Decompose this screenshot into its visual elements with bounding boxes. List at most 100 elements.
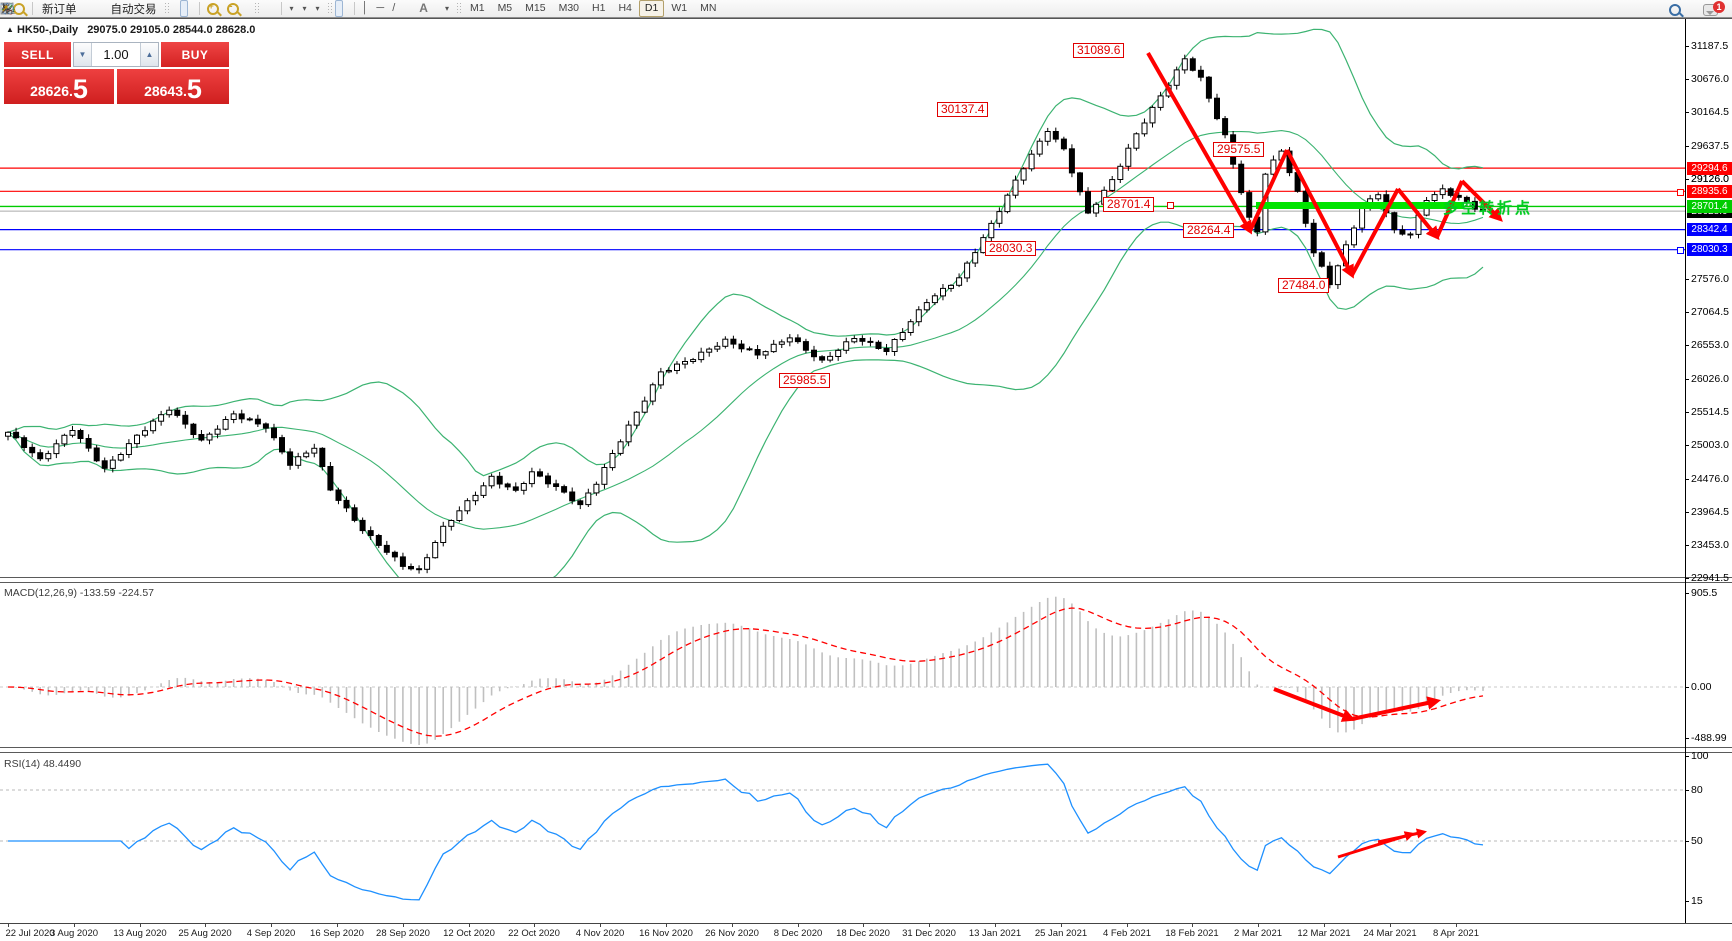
volume-spinner: ▼ 1.00 ▲: [73, 42, 159, 67]
price-annotation-label[interactable]: 25985.5: [779, 373, 831, 388]
date-axis[interactable]: 22 Jul 2020 3 Aug 2020 13 Aug 2020 25 Aug 2…: [0, 923, 1732, 941]
auto-scroll-icon[interactable]: [1, 0, 270, 17]
timeframe-mn[interactable]: MN: [700, 2, 717, 14]
macd-pane[interactable]: [0, 584, 1685, 751]
collapse-icon[interactable]: ▲: [6, 25, 14, 34]
sell-price-display[interactable]: 28626. 5: [4, 69, 114, 104]
buy-price-display[interactable]: 28643. 5: [117, 69, 229, 104]
pane-separator[interactable]: [0, 747, 1732, 753]
timeframe-w1[interactable]: W1: [671, 2, 688, 14]
axis-label: 29637.5: [1691, 140, 1729, 152]
trendline-icon[interactable]: /: [392, 2, 396, 14]
volume-value[interactable]: 1.00: [103, 47, 129, 62]
mql5-community-icon[interactable]: [0, 0, 97, 17]
date-tick: [140, 924, 141, 927]
date-tick: [600, 924, 601, 927]
autotrading-label: 自动交易: [110, 3, 157, 16]
price-annotation-label[interactable]: 28701.4: [1103, 197, 1155, 212]
buy-button[interactable]: BUY: [161, 42, 229, 67]
date-tick: [469, 924, 470, 927]
zoom-out-icon[interactable]: [223, 0, 243, 17]
candlestick-chart-icon[interactable]: [2, 0, 188, 17]
price-annotation-label[interactable]: 28030.3: [985, 241, 1037, 256]
axis-tick: [1685, 578, 1689, 579]
price-annotation-label[interactable]: 27484.0: [1278, 278, 1330, 293]
line-endpoint-marker[interactable]: [1677, 247, 1684, 254]
timeframe-m1[interactable]: M1: [469, 2, 485, 14]
pane-separator[interactable]: [0, 577, 1732, 583]
notifications-icon[interactable]: 1: [1699, 0, 1725, 18]
price-annotation-label[interactable]: 28264.4: [1183, 223, 1235, 238]
date-label: 4 Feb 2021: [1102, 928, 1152, 939]
chart-template-icon[interactable]: ▾: [0, 0, 324, 17]
channel-icon[interactable]: E: [1, 0, 407, 17]
date-tick: [205, 924, 206, 927]
chart-shift-icon[interactable]: [1, 0, 278, 17]
text-icon[interactable]: A: [419, 1, 428, 15]
cursor-icon[interactable]: [3, 0, 343, 17]
date-label: 16 Sep 2020: [310, 928, 364, 939]
timeframe-m15[interactable]: M15: [525, 2, 546, 14]
axis-label: 26026.0: [1691, 373, 1729, 385]
timeframe-h4[interactable]: H4: [618, 2, 632, 14]
vertical-line-icon[interactable]: │: [361, 2, 369, 14]
axis-tick: [1685, 479, 1689, 480]
date-tick: [271, 924, 272, 927]
price-annotation-label[interactable]: 31089.6: [1073, 43, 1125, 58]
date-label: 12 Mar 2021: [1297, 928, 1351, 939]
volume-decrease-button[interactable]: ▼: [74, 43, 92, 66]
zoom-in-icon[interactable]: [203, 0, 223, 17]
timeframe-m5[interactable]: M5: [497, 2, 513, 14]
axis-tick: [1685, 79, 1689, 80]
date-tick: [1456, 924, 1457, 927]
price-level-badge[interactable]: 28342.4: [1687, 223, 1732, 236]
chart-area[interactable]: 31187.5 30676.0 30164.5 29637.5 29126.0 27576…: [0, 18, 1732, 941]
sell-button[interactable]: SELL: [4, 42, 71, 67]
ohlc-values: 29075.0 29105.0 28544.0 28628.0: [87, 24, 256, 36]
annotation-text[interactable]: 多空转折点: [1443, 200, 1534, 217]
price-level-badge[interactable]: 29294.6: [1687, 162, 1732, 175]
price-annotation-label[interactable]: 30137.4: [937, 102, 989, 117]
line-endpoint-marker[interactable]: [1677, 189, 1684, 196]
axis-tick: [1685, 379, 1689, 380]
rsi-pane[interactable]: [0, 754, 1685, 923]
timeframe-d1[interactable]: D1: [638, 0, 665, 17]
date-tick: [1258, 924, 1259, 927]
price-level-badge[interactable]: 28030.3: [1687, 243, 1732, 256]
indicators-add-icon[interactable]: ▾: [0, 0, 298, 17]
bar-chart-icon[interactable]: [1, 0, 180, 17]
new-order-button[interactable]: 新订单: [0, 0, 81, 17]
metaeditor-icon[interactable]: [1, 0, 89, 17]
autotrading-button[interactable]: 自动交易: [2, 0, 161, 17]
timeframe-h1[interactable]: H1: [592, 2, 606, 14]
price-annotation-label[interactable]: 29575.5: [1213, 142, 1265, 157]
price-level-badge[interactable]: 28935.6: [1687, 185, 1732, 198]
axis-label: 25003.0: [1691, 439, 1729, 451]
horizontal-line-icon[interactable]: ─: [376, 2, 385, 14]
timeframe-m30[interactable]: M30: [558, 2, 580, 14]
date-label: 2 Mar 2021: [1233, 928, 1283, 939]
price-level-badge[interactable]: 28701.4: [1687, 200, 1732, 213]
arrows-objects-icon[interactable]: ▾: [2, 0, 453, 17]
line-endpoint-marker[interactable]: [1167, 202, 1174, 209]
tile-windows-icon[interactable]: [1, 0, 251, 17]
fibonacci-icon[interactable]: F: [2, 0, 415, 17]
volume-increase-button[interactable]: ▲: [140, 43, 158, 66]
rsi-axis-label: 15: [1691, 895, 1703, 907]
crosshair-icon[interactable]: [2, 0, 351, 17]
periods-clock-icon[interactable]: ▾: [0, 0, 311, 17]
date-tick: [1324, 924, 1325, 927]
line-chart-icon[interactable]: [0, 0, 196, 17]
text-label-icon[interactable]: T: [0, 0, 440, 17]
date-tick: [8, 924, 9, 927]
axis-tick: [1685, 687, 1689, 688]
main-price-pane[interactable]: [0, 19, 1685, 581]
search-icon[interactable]: [1665, 1, 1685, 18]
chart-profiles-icon[interactable]: [0, 0, 29, 17]
date-label: 31 Dec 2020: [902, 928, 956, 939]
date-label: 18 Feb 2021: [1165, 928, 1219, 939]
date-label: 28 Sep 2020: [376, 928, 430, 939]
timeframe-bar: M1 M5 M15 M30 H1 H4 D1 W1 MN: [464, 0, 722, 17]
signals-icon[interactable]: [0, 0, 105, 17]
one-click-trading-panel: SELL ▼ 1.00 ▲ BUY 28626. 5 28643. 5: [4, 42, 229, 104]
